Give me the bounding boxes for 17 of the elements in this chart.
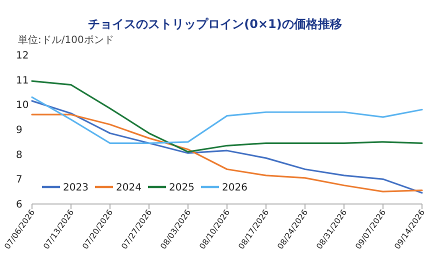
y-tick-label: 7 [16,174,22,186]
legend-label: 2025 [169,182,194,194]
legend-label: 2023 [63,182,88,194]
line-series [31,114,423,192]
line-series [31,96,423,144]
chart-subtitle: 単位:ドル/100ポンド [18,34,114,46]
line-series [31,80,423,153]
y-tick-label: 8 [16,150,22,161]
y-tick-label: 6 [16,200,22,210]
y-tick-label: 10 [16,100,29,112]
y-tick-label: 9 [16,125,22,136]
legend-label: 2024 [116,182,142,194]
legend-label: 2026 [222,182,248,194]
y-tick-label: 12 [16,50,29,62]
line-series [31,100,423,194]
chart-title: チョイスのストリップロイン(0×1)の価格推移 [88,17,342,31]
y-tick-label: 11 [16,75,29,86]
